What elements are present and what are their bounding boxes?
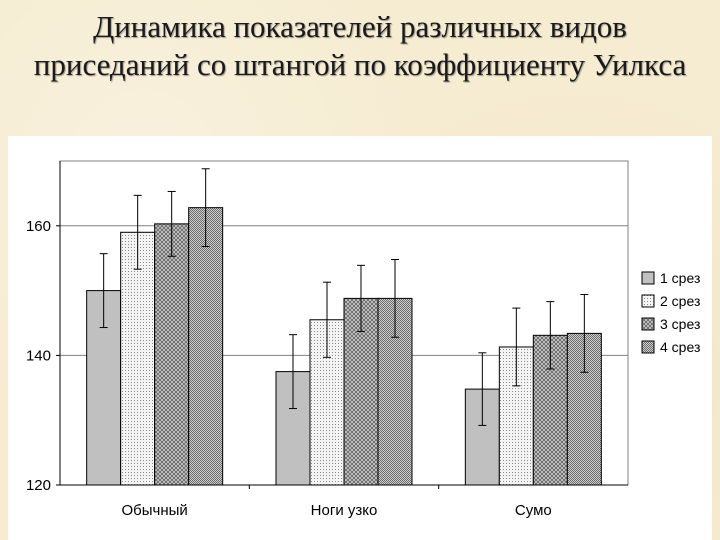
error-bar (99, 253, 108, 329)
error-bar (546, 301, 555, 370)
error-bar (478, 352, 487, 426)
error-bar (512, 307, 521, 387)
legend-label: 1 срез (660, 270, 700, 286)
legend-swatch (641, 317, 655, 331)
bar (154, 223, 190, 486)
error-bar (323, 281, 331, 358)
bar-chart: 120 140 160 Обычный Ноги узко Сумо 1 срез 2 ср… (26, 160, 700, 519)
error-bar (357, 264, 365, 332)
legend-label: 3 срез (660, 316, 700, 332)
slide-title: Динамика показателей различных видов при… (33, 9, 687, 82)
y-tick-label: 140 (26, 347, 51, 364)
chart-panel: 120 140 160 Обычный Ноги узко Сумо 1 срез 2 ср… (8, 136, 712, 540)
bar (120, 231, 156, 486)
error-bar (289, 334, 297, 410)
legend-swatch (641, 294, 655, 308)
legend-swatch (641, 271, 655, 285)
x-category-label: Сумо (515, 502, 552, 519)
legend-swatch (641, 340, 655, 354)
x-category-label: Ноги узко (311, 502, 378, 519)
y-tick-label: 160 (26, 218, 51, 235)
legend-label: 4 срез (660, 339, 700, 355)
y-tick-label: 120 (26, 477, 51, 494)
legend: 1 срез 2 срез 3 срез 4 срез (641, 270, 700, 355)
bars-layer (86, 168, 602, 486)
error-bar (167, 190, 176, 257)
error-bar (201, 168, 210, 248)
legend-label: 2 срез (660, 293, 700, 309)
bar (188, 207, 224, 486)
error-bar (580, 293, 589, 373)
axis-layer: 120 140 160 Обычный Ноги узко Сумо (26, 161, 628, 519)
x-category-label: Обычный (122, 502, 188, 519)
error-bar (133, 194, 142, 270)
error-bar (391, 258, 399, 338)
